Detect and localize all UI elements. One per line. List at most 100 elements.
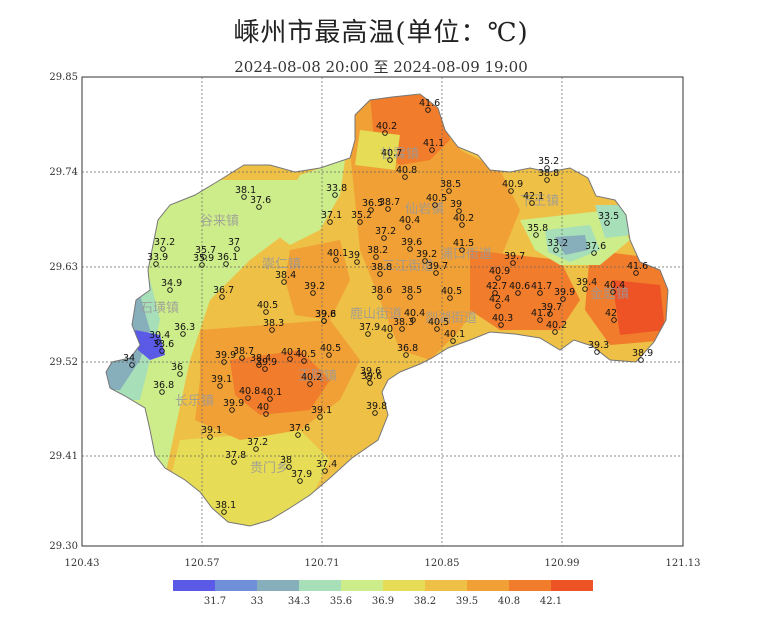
town-label: 石璜镇	[140, 301, 179, 316]
station-dot	[498, 322, 504, 328]
station-dot	[365, 331, 371, 337]
station-value: 42.4	[489, 294, 510, 305]
station-value: 39.7	[504, 251, 525, 262]
station: 40.8	[396, 165, 417, 180]
station-dot	[387, 333, 393, 339]
station-value: 39.1	[211, 374, 232, 385]
station-dot	[177, 371, 183, 377]
station-value: 40.2	[453, 213, 474, 224]
station-value: 39.7	[427, 261, 448, 272]
station-dot	[422, 258, 428, 264]
station: 36.1	[217, 252, 238, 267]
station-dot	[446, 188, 452, 194]
station-value: 36.7	[213, 285, 234, 296]
station: 39	[348, 250, 360, 265]
station: 40.1	[444, 329, 465, 344]
station-value: 40.4	[399, 215, 420, 226]
station-dot	[234, 246, 240, 252]
station: 42.7	[486, 281, 507, 296]
station: 39.6	[401, 237, 422, 252]
station-value: 39.4	[576, 277, 597, 288]
station: 38	[280, 455, 292, 470]
station-value: 39.1	[201, 425, 222, 436]
y-tick-label: 29.41	[49, 451, 78, 462]
station: 33.2	[547, 238, 568, 253]
station-dot	[310, 290, 316, 296]
station: 41.7	[531, 281, 552, 296]
station-dot	[434, 326, 440, 332]
station-value: 39.2	[416, 249, 437, 260]
station: 39.3	[588, 340, 609, 355]
station-value: 37.9	[359, 322, 380, 333]
station-value: 36.8	[397, 343, 418, 354]
station-value: 37.4	[316, 459, 337, 470]
station-dot	[533, 232, 539, 238]
station-value: 39.8	[315, 309, 336, 320]
town-label: 鹿山街道	[350, 306, 402, 322]
station: 41.5	[453, 238, 474, 253]
station: 40.2	[453, 213, 474, 228]
station-dot	[381, 235, 387, 241]
legend-swatch	[173, 580, 215, 591]
station: 33.5	[598, 211, 619, 226]
station-dot	[239, 355, 245, 361]
station: 39.7	[427, 261, 448, 276]
station-dot	[357, 219, 363, 225]
x-tick-label: 120.99	[545, 558, 580, 569]
station: 39.6	[315, 309, 336, 324]
station-value: 39.1	[311, 405, 332, 416]
map-subtitle: 2024-08-08 20:00 至 2024-08-09 19:00	[234, 58, 528, 76]
legend-label: 42.1	[540, 596, 562, 607]
station-value: 40.9	[502, 179, 523, 190]
station: 37	[228, 237, 240, 252]
station: 41.1	[423, 138, 444, 153]
y-tick-label: 29.52	[49, 357, 78, 368]
station-value: 40.1	[327, 248, 348, 259]
station-value: 41.7	[531, 281, 552, 292]
station: 39.6	[361, 371, 382, 386]
station-value: 40.1	[261, 387, 282, 398]
station-value: 40.5	[295, 349, 316, 360]
legend-swatch	[299, 580, 341, 591]
station: 40.5	[426, 193, 447, 208]
station-value: 41.6	[627, 261, 648, 272]
station-dot	[459, 222, 465, 228]
station-value: 33.2	[547, 238, 568, 249]
station: 40.2	[376, 121, 397, 136]
station-dot	[377, 294, 383, 300]
station: 36	[171, 362, 183, 377]
legend-swatch	[551, 580, 593, 591]
station-value: 40.7	[381, 148, 402, 159]
y-tick-label: 29.30	[49, 541, 78, 552]
station-dot	[510, 260, 516, 266]
station-dot	[253, 446, 259, 452]
station-value: 34	[123, 353, 135, 364]
station-value: 40.5	[428, 317, 449, 328]
station-value: 40	[381, 324, 393, 335]
station: 39.9	[215, 350, 236, 365]
station: 39.9	[554, 287, 575, 302]
station-dot	[433, 270, 439, 276]
station-value: 39.3	[588, 340, 609, 351]
station: 40.2	[301, 372, 322, 387]
station: 37.2	[247, 437, 268, 452]
station-dot	[492, 290, 498, 296]
station-value: 39.9	[256, 357, 277, 368]
legend-swatch	[509, 580, 551, 591]
station-dot	[366, 375, 372, 381]
legend-label: 34.3	[288, 596, 310, 607]
station-value: 40.1	[444, 329, 465, 340]
station-dot	[295, 432, 301, 438]
station-dot	[229, 407, 235, 413]
station-value: 38.4	[275, 270, 296, 281]
station: 39.2	[304, 281, 325, 296]
station-dot	[231, 459, 237, 465]
town-label: 甘霖镇	[380, 147, 419, 162]
station-value: 38.8	[538, 168, 559, 179]
station-dot	[269, 327, 275, 333]
station: 38.2	[367, 245, 388, 260]
station-dot	[155, 339, 161, 345]
station-value: 38.5	[440, 179, 461, 190]
station-value: 36.8	[153, 380, 174, 391]
map-grid	[82, 77, 683, 546]
